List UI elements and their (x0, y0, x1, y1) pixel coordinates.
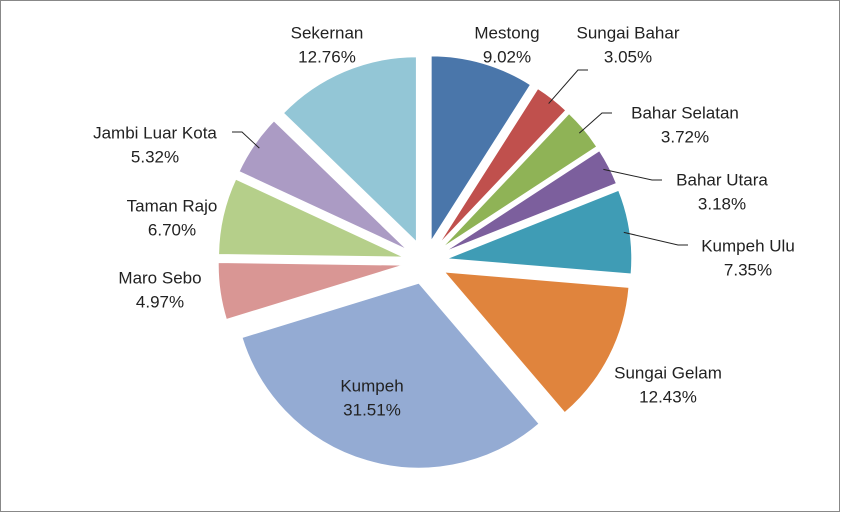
slice-label: Sungai Bahar (576, 23, 679, 42)
slice-label: Kumpeh Ulu (701, 236, 795, 255)
leader-line (603, 168, 662, 181)
slice-label: Sekernan (291, 23, 364, 42)
slice-value-label: 5.32% (131, 147, 179, 166)
pie-slice (444, 149, 618, 253)
pie-slice (241, 282, 540, 469)
slice-label: Taman Rajo (127, 196, 218, 215)
pie-slice (282, 56, 417, 243)
slice-label: Jambi Luar Kota (93, 123, 217, 142)
slice-label: Mestong (474, 23, 539, 42)
slice-label: Maro Sebo (118, 268, 201, 287)
pie-slice (218, 178, 404, 258)
pie-slice (430, 55, 532, 243)
pie-slice (443, 271, 630, 414)
slice-value-label: 31.51% (343, 400, 401, 419)
slice-value-label: 12.76% (298, 47, 356, 66)
pie-slice (217, 262, 404, 321)
slice-value-label: 12.43% (639, 387, 697, 406)
slice-value-label: 7.35% (724, 260, 772, 279)
slice-value-label: 9.02% (483, 47, 531, 66)
leader-line (623, 231, 688, 246)
slice-label: Sungai Gelam (614, 363, 722, 382)
pie-slice (238, 120, 408, 250)
slice-label: Bahar Utara (676, 170, 768, 189)
leader-line (232, 131, 260, 149)
slice-value-label: 3.05% (604, 47, 652, 66)
pie-slice (446, 189, 633, 275)
leader-line (578, 112, 612, 134)
slice-value-label: 4.97% (136, 292, 184, 311)
slice-value-label: 6.70% (148, 220, 196, 239)
slice-value-label: 3.72% (661, 127, 709, 146)
leader-line (548, 69, 588, 104)
slice-label: Kumpeh (340, 376, 403, 395)
slice-label: Bahar Selatan (631, 103, 739, 122)
slice-value-label: 3.18% (698, 194, 746, 213)
